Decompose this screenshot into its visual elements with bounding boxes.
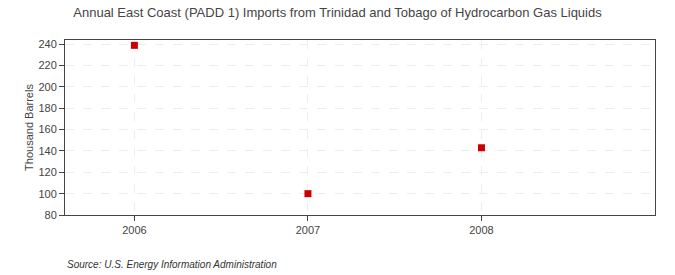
svg-text:2008: 2008 xyxy=(469,224,493,236)
svg-text:180: 180 xyxy=(38,102,56,114)
svg-text:Source: U.S. Energy Informatio: Source: U.S. Energy Information Administ… xyxy=(67,259,277,270)
svg-text:80: 80 xyxy=(45,209,57,221)
svg-text:120: 120 xyxy=(38,166,56,178)
svg-text:140: 140 xyxy=(38,145,56,157)
svg-text:240: 240 xyxy=(38,38,56,50)
svg-text:220: 220 xyxy=(38,59,56,71)
svg-text:Annual East Coast (PADD 1) Imp: Annual East Coast (PADD 1) Imports from … xyxy=(73,5,602,20)
svg-text:2006: 2006 xyxy=(122,224,146,236)
svg-text:160: 160 xyxy=(38,123,56,135)
svg-text:100: 100 xyxy=(38,188,56,200)
svg-text:200: 200 xyxy=(38,81,56,93)
svg-text:2007: 2007 xyxy=(296,224,320,236)
svg-text:Thousand Barrels: Thousand Barrels xyxy=(23,84,35,171)
